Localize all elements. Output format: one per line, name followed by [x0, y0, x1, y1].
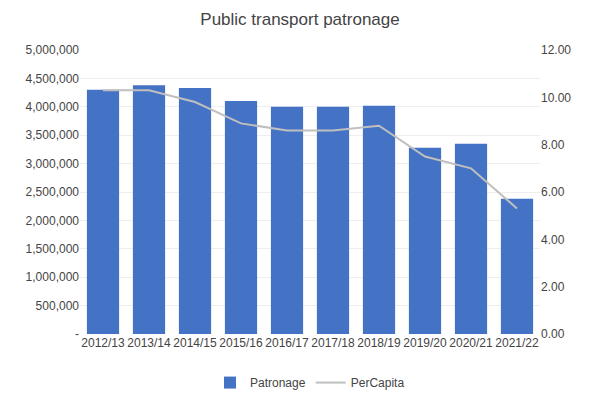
svg-text:PerCapita: PerCapita — [351, 376, 405, 390]
svg-text:2020/21: 2020/21 — [449, 336, 493, 350]
svg-text:6.00: 6.00 — [541, 185, 565, 199]
svg-text:2018/19: 2018/19 — [357, 336, 401, 350]
svg-text:4.00: 4.00 — [541, 233, 565, 247]
svg-text:2.00: 2.00 — [541, 280, 565, 294]
svg-text:5,000,000: 5,000,000 — [26, 43, 80, 57]
svg-text:12.00: 12.00 — [541, 43, 571, 57]
svg-text:1,000,000: 1,000,000 — [26, 270, 80, 284]
svg-text:3,000,000: 3,000,000 — [26, 157, 80, 171]
svg-text:2019/20: 2019/20 — [403, 336, 447, 350]
svg-text:2021/22: 2021/22 — [495, 336, 539, 350]
svg-text:2017/18: 2017/18 — [311, 336, 355, 350]
svg-text:-: - — [75, 327, 79, 341]
svg-text:1,500,000: 1,500,000 — [26, 242, 80, 256]
svg-text:Public transport patronage: Public transport patronage — [200, 10, 399, 29]
svg-text:8.00: 8.00 — [541, 138, 565, 152]
svg-text:2016/17: 2016/17 — [265, 336, 309, 350]
svg-text:2,500,000: 2,500,000 — [26, 185, 80, 199]
svg-text:2,000,000: 2,000,000 — [26, 214, 80, 228]
svg-text:4,000,000: 4,000,000 — [26, 100, 80, 114]
svg-text:2015/16: 2015/16 — [219, 336, 263, 350]
svg-text:3,500,000: 3,500,000 — [26, 128, 80, 142]
svg-text:2012/13: 2012/13 — [81, 336, 125, 350]
svg-text:500,000: 500,000 — [36, 299, 80, 313]
svg-text:2013/14: 2013/14 — [127, 336, 171, 350]
svg-text:Patronage: Patronage — [250, 376, 306, 390]
svg-text:2014/15: 2014/15 — [173, 336, 217, 350]
svg-text:0.00: 0.00 — [541, 327, 565, 341]
svg-text:10.00: 10.00 — [541, 91, 571, 105]
svg-text:4,500,000: 4,500,000 — [26, 72, 80, 86]
